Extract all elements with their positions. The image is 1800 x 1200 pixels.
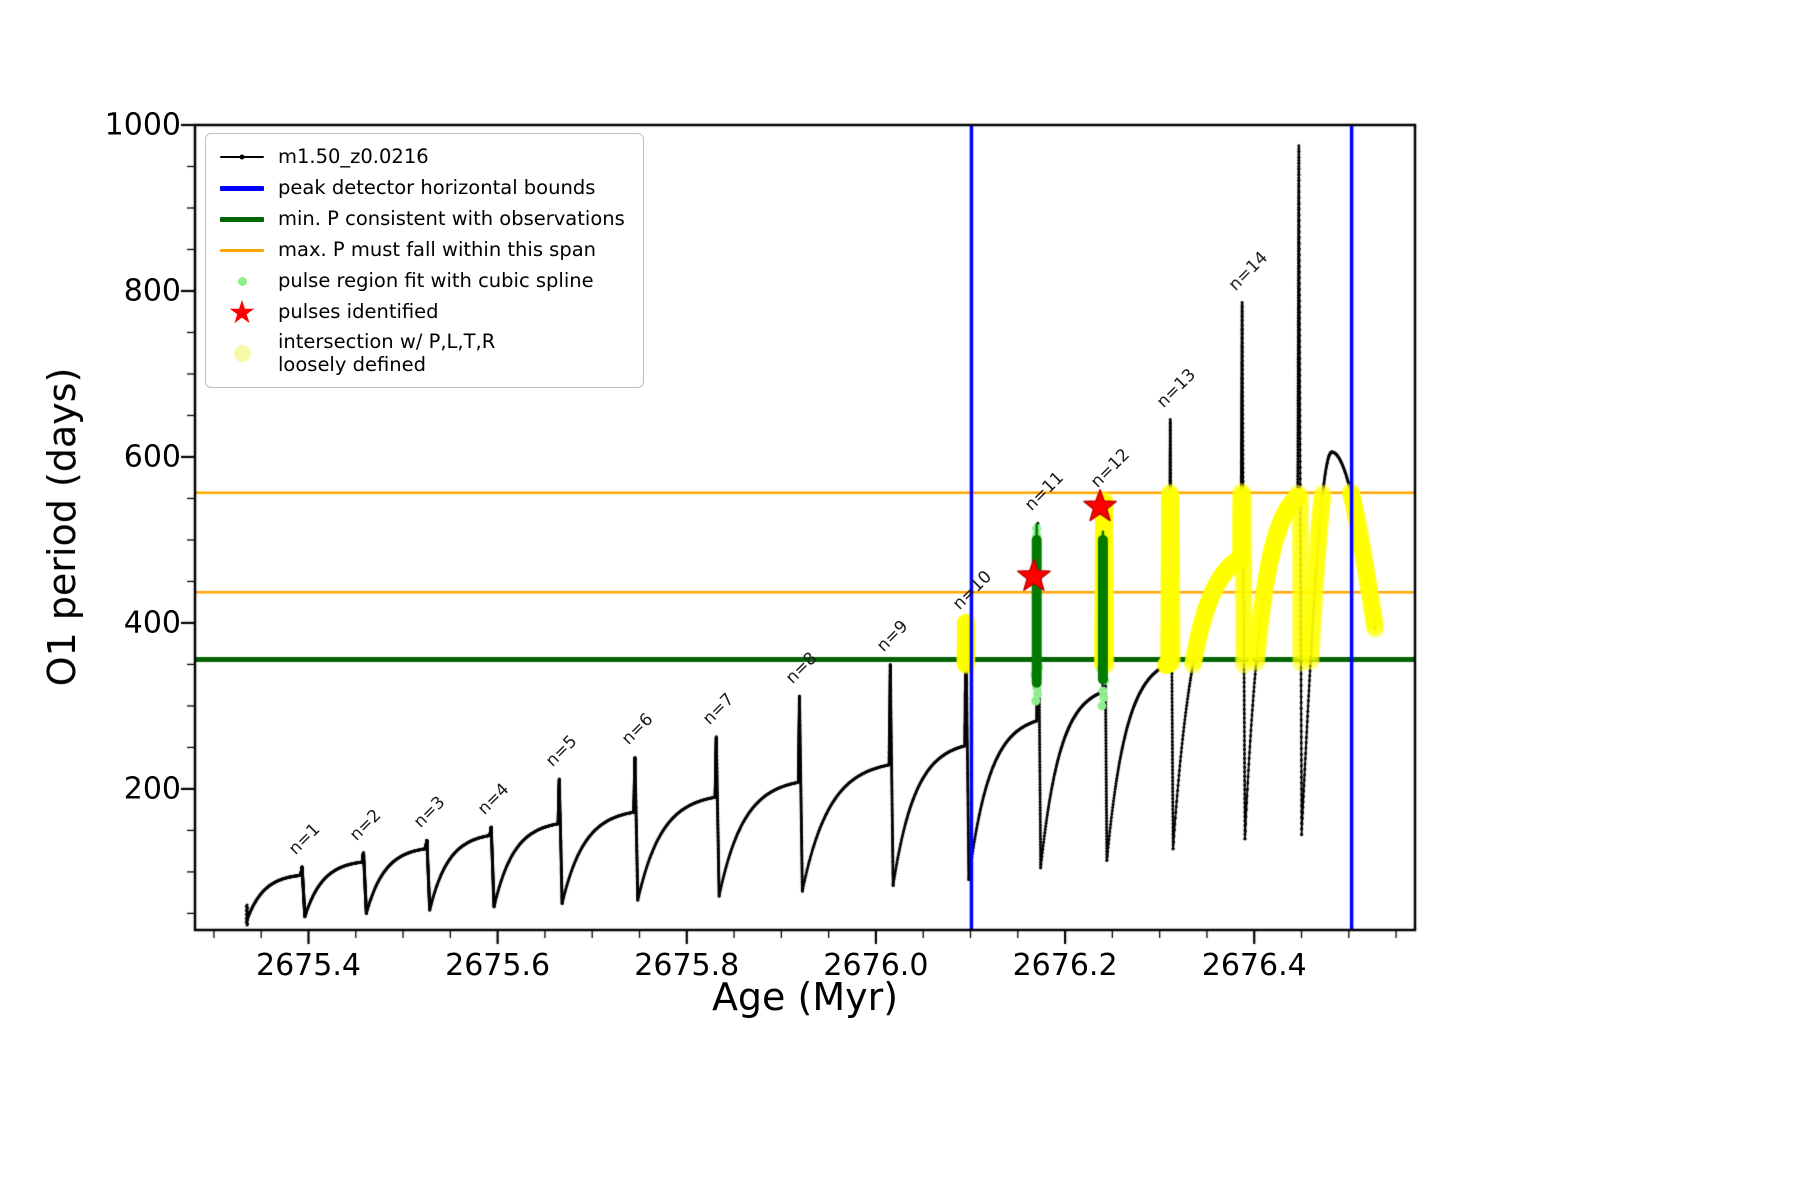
legend-entry: min. P consistent with observations [218,206,625,232]
series-line-icon [218,154,266,160]
x-tick-label: 2676.0 [823,948,929,983]
x-tick-label: 2676.4 [1201,948,1307,983]
legend-label: max. P must fall within this span [278,238,597,262]
legend-entry: m1.50_z0.0216 [218,144,625,170]
legend-entry: max. P must fall within this span [218,237,625,263]
max-p-line-icon [218,248,266,252]
legend-label: intersection w/ P,L,T,R loosely defined [278,330,496,377]
legend-entry: pulse region fit with cubic spline [218,268,625,294]
legend-entry: intersection w/ P,L,T,R loosely defined [218,330,625,377]
legend-label: m1.50_z0.0216 [278,145,429,169]
legend-entry: peak detector horizontal bounds [218,175,625,201]
x-axis-label: Age (Myr) [711,975,899,1019]
legend-label: pulses identified [278,300,439,324]
y-tick-label: 800 [123,273,181,309]
y-tick-label: 200 [123,771,181,807]
legend-label: min. P consistent with observations [278,207,625,231]
legend-label: pulse region fit with cubic spline [278,269,594,293]
bounds-line-icon [218,185,266,191]
x-tick-label: 2675.8 [634,948,740,983]
pulse-star-icon: ★ [227,293,257,331]
y-tick-label: 400 [123,605,181,641]
x-tick-label: 2675.4 [255,948,361,983]
min-p-line-icon [218,216,266,222]
y-tick-label: 600 [123,439,181,475]
legend-label: peak detector horizontal bounds [278,176,596,200]
y-tick-label: 1000 [104,107,181,143]
spline-dot-icon [218,276,266,286]
legend-entry: ★ pulses identified [218,293,625,331]
intersection-dot-icon [218,344,266,362]
x-tick-label: 2676.2 [1012,948,1118,983]
y-axis-label: O1 period (days) [40,367,84,687]
x-tick-label: 2675.6 [445,948,551,983]
